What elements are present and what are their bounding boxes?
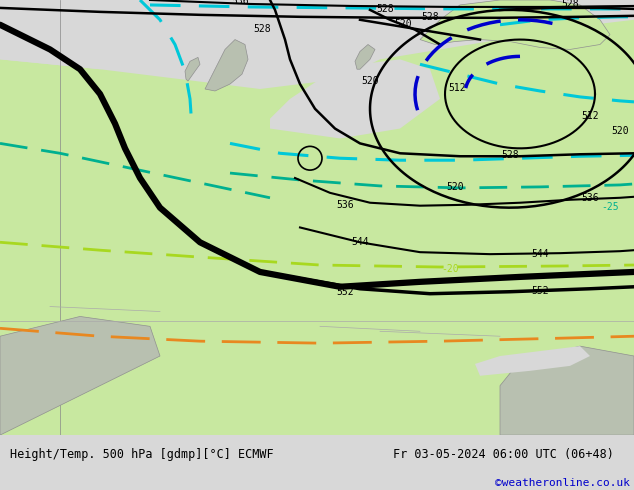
Text: Fr 03-05-2024 06:00 UTC (06+48): Fr 03-05-2024 06:00 UTC (06+48)	[393, 448, 614, 461]
Text: 528: 528	[421, 12, 439, 22]
Text: 528: 528	[501, 150, 519, 160]
Text: 520: 520	[361, 76, 378, 86]
Text: 520: 520	[611, 125, 629, 136]
Text: 528: 528	[561, 0, 579, 9]
Polygon shape	[0, 0, 634, 435]
Text: 528: 528	[253, 24, 271, 34]
Polygon shape	[0, 0, 380, 89]
Polygon shape	[380, 0, 634, 59]
Polygon shape	[475, 346, 590, 376]
Text: 512: 512	[448, 83, 466, 93]
Text: 520: 520	[446, 182, 464, 192]
Polygon shape	[0, 317, 160, 435]
Text: 544: 544	[531, 249, 549, 259]
Polygon shape	[270, 59, 440, 139]
Polygon shape	[355, 45, 375, 69]
Text: ©weatheronline.co.uk: ©weatheronline.co.uk	[495, 478, 630, 489]
Text: 520: 520	[394, 19, 412, 29]
Text: 536: 536	[581, 193, 598, 203]
Text: 552: 552	[336, 287, 354, 296]
Text: -20: -20	[441, 264, 459, 274]
Text: 512: 512	[581, 111, 598, 121]
Text: 528: 528	[376, 4, 394, 14]
Text: 536: 536	[231, 0, 249, 6]
Text: 544: 544	[351, 237, 369, 247]
Polygon shape	[205, 40, 248, 91]
Text: -25: -25	[601, 202, 619, 212]
Text: 552: 552	[531, 286, 549, 295]
Polygon shape	[500, 346, 634, 435]
Text: 536: 536	[336, 199, 354, 210]
Text: Height/Temp. 500 hPa [gdmp][°C] ECMWF: Height/Temp. 500 hPa [gdmp][°C] ECMWF	[10, 448, 273, 461]
Polygon shape	[420, 0, 610, 49]
Polygon shape	[185, 57, 200, 81]
